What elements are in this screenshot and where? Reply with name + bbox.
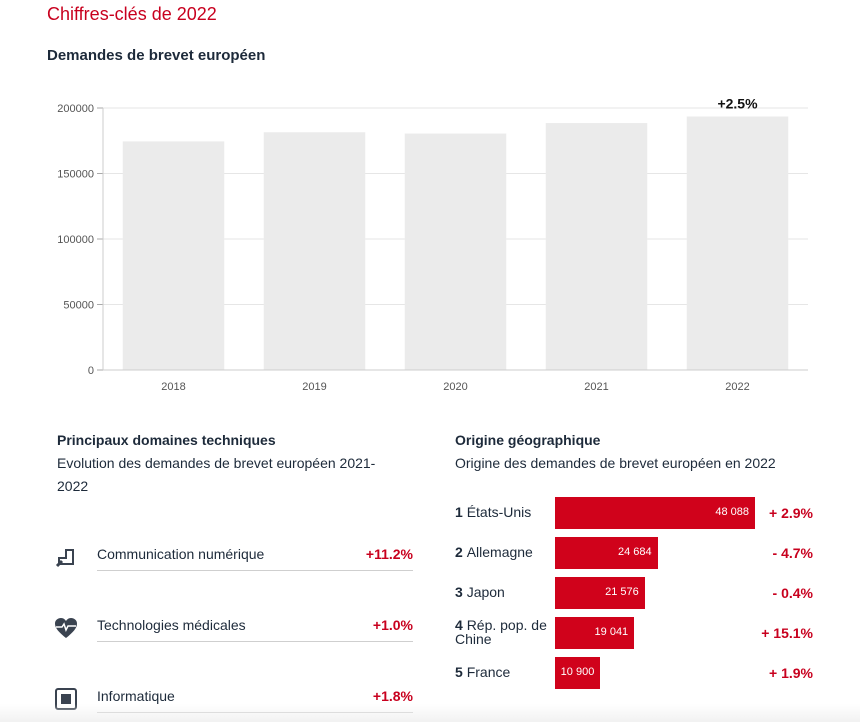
geo-section-subtitle: Origine des demandes de brevet européen …: [455, 455, 776, 471]
geo-country-name: Japon: [466, 584, 505, 600]
geo-row: 1 États-Unis 48 088 + 2.9%: [455, 497, 815, 529]
x-tick-label: 2021: [584, 381, 608, 393]
geo-country-label: 3 Japon: [455, 585, 555, 599]
tech-item-change: +1.8%: [372, 688, 413, 704]
tech-item-digital-communication: Communication numérique +11.2%: [53, 542, 413, 582]
bar-annotation: +2.5%: [717, 96, 758, 112]
geo-bar: 10 900: [555, 657, 601, 689]
tech-section-subtitle-line2: 2022: [57, 478, 89, 494]
digital-communication-icon: [53, 544, 79, 570]
geo-rank: 5: [455, 664, 467, 680]
tech-item-label: Communication numérique: [97, 546, 265, 562]
x-tick-label: 2022: [725, 381, 749, 393]
bar-2019: [263, 132, 366, 370]
tech-item-change: +11.2%: [365, 546, 413, 562]
divider: [97, 641, 413, 642]
geo-bar: 19 041: [555, 617, 635, 649]
geo-rank: 4: [455, 617, 467, 633]
geo-country-name: États-Unis: [466, 504, 532, 520]
geo-rank: 2: [455, 544, 467, 560]
geo-change: - 0.4%: [772, 585, 813, 601]
y-tick-label: 0: [88, 365, 94, 377]
bar-2020: [404, 133, 507, 370]
geo-country-name: Rép. pop. de Chine: [455, 617, 547, 647]
geo-country-name: France: [466, 664, 511, 680]
geo-country-label: 2 Allemagne: [455, 545, 555, 559]
geo-bar: 48 088: [555, 497, 755, 529]
page-title: Chiffres-clés de 2022: [47, 4, 217, 24]
tech-section-title: Principaux domaines techniques: [57, 432, 276, 448]
tech-item-change: +1.0%: [372, 617, 413, 633]
tech-item-medical-technologies: Technologies médicales +1.0%: [53, 613, 413, 653]
bar-chart: 0 50000 100000 150000 200000 2018 2019 2020 2021…: [57, 96, 808, 393]
geo-country-label: 5 France: [455, 665, 555, 679]
geo-bar-value: 10 900: [560, 666, 595, 678]
geo-change: + 1.9%: [769, 665, 813, 681]
geo-change: + 15.1%: [761, 625, 813, 641]
chart-title: Demandes de brevet européen: [47, 47, 266, 64]
geo-rank: 1: [455, 504, 467, 520]
y-tick-label: 200000: [57, 103, 94, 115]
geo-bar-value: 24 684: [618, 546, 652, 558]
tech-item-label: Technologies médicales: [97, 617, 246, 633]
geo-row: 2 Allemagne 24 684 - 4.7%: [455, 537, 815, 569]
bottom-fade: [0, 704, 860, 722]
tech-item-computing: Informatique +1.8%: [53, 684, 413, 724]
geo-country-label: 1 États-Unis: [455, 505, 555, 519]
geo-row: 5 France 10 900 + 1.9%: [455, 657, 815, 689]
x-tick-label: 2019: [302, 381, 326, 393]
geo-country-label: 4 Rép. pop. de Chine: [455, 618, 555, 646]
geo-row: 3 Japon 21 576 - 0.4%: [455, 577, 815, 609]
y-tick-label: 100000: [57, 234, 94, 246]
bar-2021: [545, 123, 648, 370]
geo-bar: 21 576: [555, 577, 645, 609]
geo-row: 4 Rép. pop. de Chine 19 041 + 15.1%: [455, 617, 815, 649]
y-tick-label: 50000: [63, 300, 94, 312]
x-tick-label: 2018: [161, 381, 185, 393]
divider: [97, 570, 413, 571]
geo-change: - 4.7%: [772, 545, 813, 561]
x-tick-label: 2020: [443, 381, 467, 393]
tech-item-label: Informatique: [97, 688, 175, 704]
geo-rank: 3: [455, 584, 467, 600]
geo-bar-value: 19 041: [594, 626, 629, 638]
geo-section-title: Origine géographique: [455, 432, 601, 448]
y-tick-label: 150000: [57, 169, 94, 181]
tech-section-subtitle-line1: Evolution des demandes de brevet europée…: [57, 455, 376, 471]
bar-2022: [686, 116, 789, 370]
bar-2018: [122, 141, 225, 370]
heart-pulse-icon: [53, 615, 79, 641]
geo-bar-value: 21 576: [605, 586, 639, 598]
geo-change: + 2.9%: [769, 505, 813, 521]
geo-bar-value: 48 088: [715, 506, 749, 518]
geo-country-name: Allemagne: [466, 544, 533, 560]
geo-bar: 24 684: [555, 537, 658, 569]
